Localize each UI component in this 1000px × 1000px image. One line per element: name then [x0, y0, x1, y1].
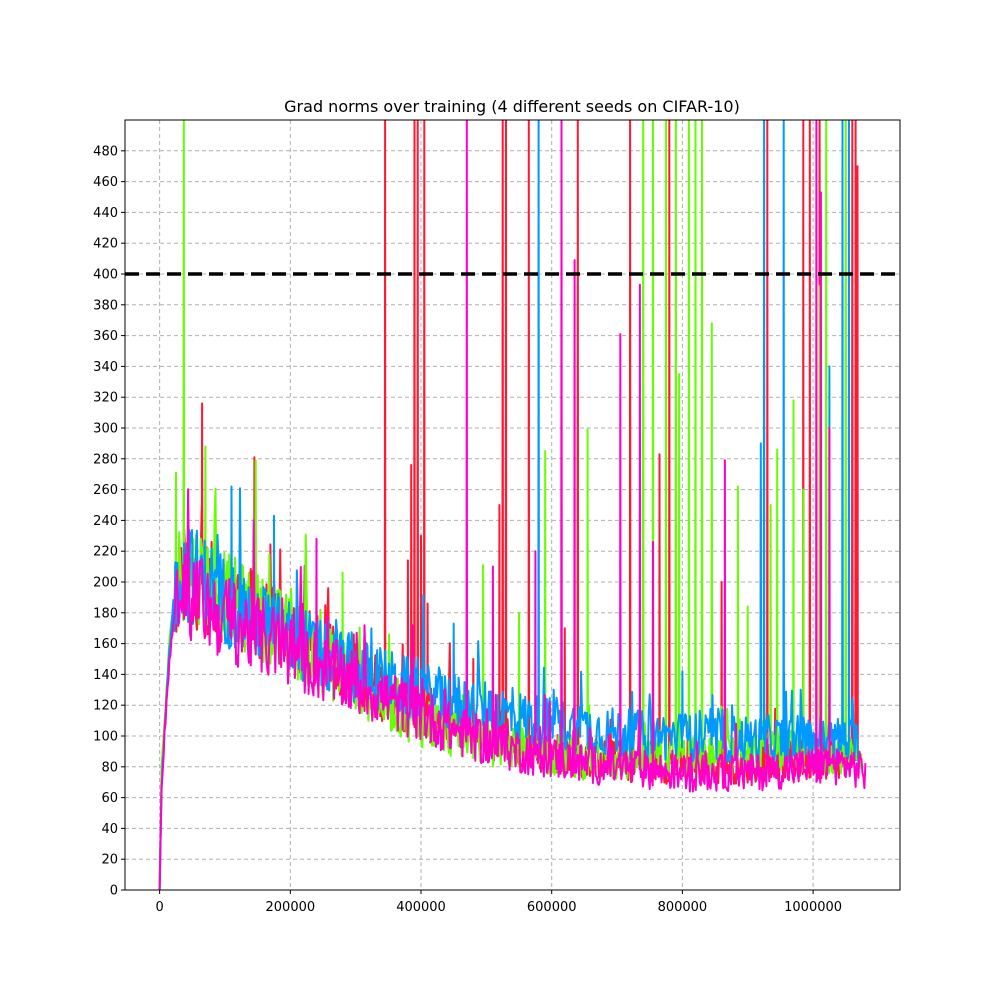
x-tick-label: 800000: [658, 900, 708, 915]
y-tick-label: 60: [101, 791, 118, 806]
x-tick-label: 1000000: [784, 900, 842, 915]
x-tick-label: 600000: [527, 900, 577, 915]
y-tick-label: 360: [93, 329, 118, 344]
y-tick-label: 180: [93, 606, 118, 621]
chart-title: Grad norms over training (4 different se…: [284, 97, 740, 116]
y-tick-label: 80: [101, 760, 118, 775]
axes: 0 20 40 60 80 100 120 140 160 180 200 220 240 260 280 3…: [93, 144, 842, 915]
y-tick-label: 240: [93, 514, 118, 529]
series-line-4: [158, 120, 867, 890]
y-tick-label: 380: [93, 298, 118, 313]
y-tick-label: 220: [93, 545, 118, 560]
y-tick-label: 280: [93, 452, 118, 467]
y-tick-label: 400: [93, 268, 118, 283]
x-tick-label: 200000: [266, 900, 316, 915]
y-tick-label: 300: [93, 422, 118, 437]
y-tick-label: 120: [93, 699, 118, 714]
y-tick-label: 440: [93, 206, 118, 221]
x-tick-label: 400000: [396, 900, 446, 915]
plot-frame: [124, 119, 901, 891]
y-tick-label: 200: [93, 576, 118, 591]
y-tick-label: 140: [93, 668, 118, 683]
y-tick-label: 480: [93, 144, 118, 159]
series-lines: [158, 120, 867, 890]
y-tick-label: 460: [93, 175, 118, 190]
y-tick-label: 340: [93, 360, 118, 375]
x-tick-label: 0: [155, 900, 163, 915]
y-tick-label: 20: [101, 853, 118, 868]
y-tick-label: 40: [101, 822, 118, 837]
y-tick-label: 160: [93, 637, 118, 652]
y-tick-label: 100: [93, 730, 118, 745]
y-tick-label: 0: [110, 884, 118, 899]
y-tick-label: 320: [93, 391, 118, 406]
y-tick-label: 420: [93, 237, 118, 252]
y-tick-label: 260: [93, 483, 118, 498]
